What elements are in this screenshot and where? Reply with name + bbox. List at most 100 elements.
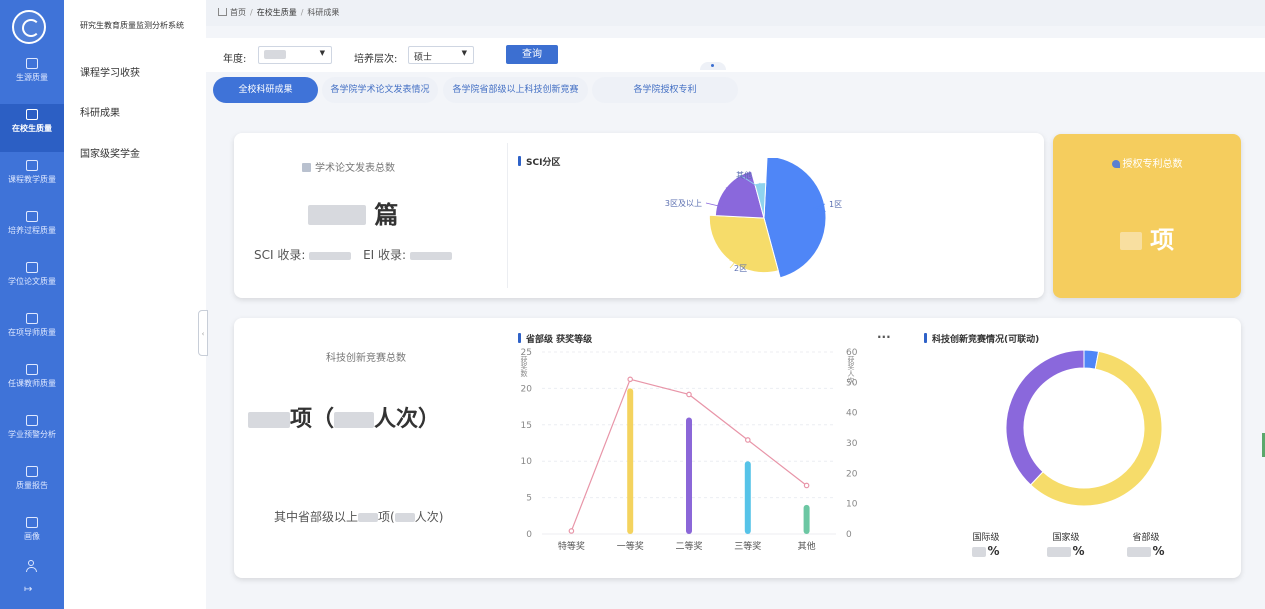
competition-card: 科技创新竞赛总数 项（ 人次） 其中省部级以上 项(人次) 省部级 获奖等级 ···…	[234, 318, 1241, 578]
sci-label-line	[739, 174, 761, 187]
legend-label: 国际级	[972, 533, 1000, 543]
competition-sub-items-redacted	[358, 513, 379, 522]
competition-sub-suffix: 人次)	[414, 510, 444, 524]
sci-label-line	[812, 203, 826, 212]
sidebar-item-label: 培养过程质量	[8, 226, 56, 235]
collapse-menu-handle[interactable]: ‹	[198, 310, 208, 356]
sidebar-item-8[interactable]: 质量报告	[0, 461, 64, 509]
award-bar[interactable]	[627, 388, 634, 534]
scroll-top-handle[interactable]	[700, 62, 726, 70]
level-label: 培养层次:	[354, 54, 398, 65]
legend-percent-sign: %	[1152, 544, 1165, 558]
menu-item-national-scholarship[interactable]: 国家级奖学金	[80, 149, 140, 160]
menu-item-course-gains[interactable]: 课程学习收获	[80, 68, 140, 79]
sidebar-item-label: 学业预警分析	[8, 430, 56, 439]
award-person-point[interactable]	[568, 528, 575, 534]
award-bar[interactable]	[744, 461, 751, 534]
award-bar[interactable]	[803, 504, 810, 534]
sidebar-item-0[interactable]: 生源质量	[0, 53, 64, 101]
left-tick-label: 10	[521, 457, 533, 467]
home-icon	[218, 8, 227, 16]
more-icon[interactable]: ···	[877, 330, 891, 344]
competition-total: 项（ 人次）	[248, 401, 440, 433]
patents-card: 授权专利总数 项	[1053, 134, 1241, 298]
divider	[507, 143, 508, 288]
logout-icon[interactable]: ↦	[24, 584, 33, 595]
tab-college-patents[interactable]: 各学院授权专利	[592, 77, 738, 103]
query-button[interactable]: 查询	[506, 45, 558, 64]
competition-unit-persons: 人次	[374, 407, 419, 432]
right-tick-label: 10	[846, 500, 858, 510]
patent-icon	[1111, 160, 1120, 168]
menu-item-research-results[interactable]: 科研成果	[80, 108, 120, 119]
sci-slice-label: 3区及以上	[665, 199, 702, 208]
right-tick-label: 0	[846, 530, 852, 540]
sidebar-item-3[interactable]: 培养过程质量	[0, 206, 64, 254]
legend-percent: %	[1036, 544, 1096, 558]
papers-total: 篇	[308, 195, 398, 230]
innovation-slice[interactable]	[1029, 350, 1163, 507]
award-person-point[interactable]	[745, 437, 751, 443]
sidebar-item-2[interactable]: 课程教学质量	[0, 155, 64, 203]
left-tick-label: 5	[526, 494, 532, 504]
competition-paren-close: ）	[418, 407, 441, 432]
sidebar-item-4[interactable]: 学位论文质量	[0, 257, 64, 305]
award-person-point[interactable]	[686, 391, 692, 398]
right-tick-label: 40	[846, 409, 858, 419]
module-icon	[26, 466, 38, 477]
papers-index-row: SCI 收录: EI 收录:	[254, 246, 452, 263]
patents-unit: 项	[1150, 226, 1175, 254]
breadcrumb-home[interactable]: 首页	[230, 8, 246, 17]
edge-marker	[1262, 433, 1265, 457]
level-select[interactable]: 硕士 ▼	[408, 46, 474, 64]
module-icon	[26, 262, 38, 273]
award-person-point[interactable]	[627, 376, 634, 383]
award-bar[interactable]	[686, 417, 692, 534]
competition-count-redacted	[248, 412, 290, 428]
tab-school-research[interactable]: 全校科研成果	[213, 77, 318, 103]
breadcrumb-bar: 首页 / 在校生质量 / 科研成果	[206, 0, 1265, 26]
legend-percent-redacted	[972, 546, 987, 557]
sci-slice[interactable]	[754, 182, 767, 219]
papers-card: 学术论文发表总数 篇 SCI 收录: EI 收录: SCI分区 1区 2区 3区及以…	[234, 133, 1044, 298]
tab-college-competitions[interactable]: 各学院省部级以上科技创新竞赛	[443, 77, 588, 103]
sidebar-item-label: 画像	[24, 532, 40, 541]
sci-pie-chart: 1区 2区 3区及以上 其他	[665, 158, 842, 279]
user-icon[interactable]	[24, 560, 38, 574]
sidebar-item-6[interactable]: 任课教师质量	[0, 359, 64, 407]
right-tick-label: 30	[846, 439, 858, 449]
legend-percent-sign: %	[987, 544, 1000, 558]
chevron-down-icon: ▼	[461, 49, 467, 57]
sidebar-item-label: 在项导师质量	[8, 328, 56, 337]
level-value: 硕士	[414, 53, 433, 63]
sidebar-item-label: 课程教学质量	[8, 175, 56, 184]
patents-title-row: 授权专利总数	[1053, 155, 1241, 170]
award-chart-title: 省部级 获奖等级	[518, 332, 592, 345]
module-icon	[26, 517, 38, 528]
university-logo	[12, 10, 46, 44]
left-tick-label: 25	[521, 348, 532, 358]
innovation-chart-title: 科技创新竞赛情况(可联动)	[924, 332, 1039, 345]
sidebar-item-7[interactable]: 学业预警分析	[0, 410, 64, 458]
right-tick-label: 60	[846, 348, 858, 358]
competition-unit-items: 项	[290, 407, 313, 432]
year-select[interactable]: ▼	[258, 46, 332, 64]
sidebar-item-label: 学位论文质量	[8, 277, 56, 286]
legend-percent: %	[1116, 544, 1176, 558]
sidebar-item-9[interactable]: 画像	[0, 512, 64, 560]
sidebar-item-1[interactable]: 在校生质量	[0, 104, 64, 152]
innovation-slice[interactable]	[1005, 349, 1085, 486]
module-icon	[26, 313, 38, 324]
sci-slice-label: 2区	[734, 264, 747, 273]
sidebar-item-5[interactable]: 在项导师质量	[0, 308, 64, 356]
breadcrumb-level1[interactable]: 在校生质量	[256, 8, 297, 17]
left-tick-label: 20	[521, 384, 533, 394]
category-label: 三等奖	[734, 540, 761, 552]
competition-sub-prefix: 其中省部级以上	[274, 510, 359, 524]
award-person-point[interactable]	[803, 482, 810, 489]
innovation-donut-chart	[1005, 349, 1163, 507]
left-tick-label: 15	[521, 421, 532, 431]
system-title: 研究生教育质量监测分析系统	[80, 21, 184, 30]
competition-sub-mid: 项(	[378, 510, 395, 524]
tab-college-papers[interactable]: 各学院学术论文发表情况	[322, 77, 438, 103]
